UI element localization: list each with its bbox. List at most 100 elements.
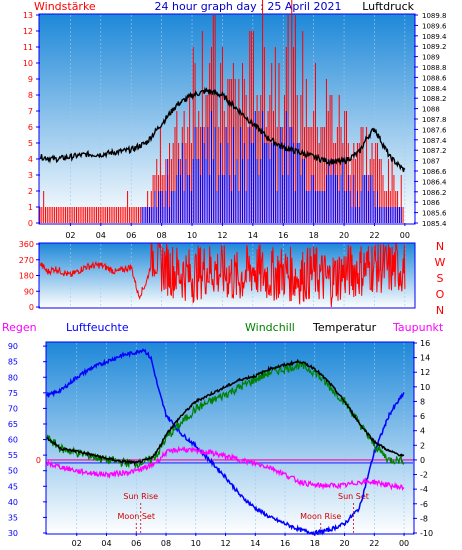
time-tick-label: 22 (369, 231, 379, 240)
pressure-tick-label: 1087.8 (422, 116, 447, 124)
wind-tick-label: 2 (28, 187, 33, 196)
temperature-tick-label: 16 (420, 339, 430, 348)
temperature-tick-label: 6 (420, 412, 425, 421)
wind-tick-label: 11 (23, 43, 33, 52)
temperature-tick-label: 10 (420, 383, 430, 392)
event-label: Moon Rise (300, 512, 341, 521)
pressure-tick-label: 1089 (422, 54, 440, 62)
time-tick-label: 02 (65, 231, 75, 240)
humidity-tick-label: 85 (8, 358, 18, 367)
sun-moon-events: Sun Rise Moon Set Sun Set Moon Rise (118, 492, 369, 533)
pressure-tick-label: 1086 (422, 199, 440, 207)
direction-tick-label: 270 (19, 256, 34, 265)
event-label: Sun Rise (123, 492, 158, 501)
wind-average-series (141, 111, 402, 223)
humidity-series (46, 348, 405, 536)
time-tick-label: 20 (339, 539, 349, 548)
wind-time-axis-ticks: 02 04 06 08 10 12 14 16 18 20 22 00 (65, 223, 410, 240)
pressure-series (39, 86, 406, 172)
humidity-tick-label: 40 (8, 498, 18, 507)
pressure-tick-label: 1089.2 (422, 43, 447, 51)
pressure-tick-label: 1088.4 (422, 85, 447, 93)
direction-axis-ticks: 0 90 180 270 360 (19, 240, 40, 312)
windchill-line (46, 360, 405, 469)
pressure-tick-label: 1087 (422, 158, 440, 166)
pressure-tick-label: 1088.2 (422, 95, 447, 103)
wind-tick-label: 10 (23, 59, 33, 68)
humidity-tick-label: 55 (8, 451, 18, 460)
pressure-axis-ticks: 1085.4 1085.6 1086 1086.2 1086.4 1086.6 1087 10… (414, 12, 447, 228)
wind-tick-label: 3 (28, 171, 33, 180)
humidity-tick-label: 80 (8, 373, 18, 382)
direction-tick-label: 90 (24, 287, 34, 296)
temperature-tick-label: 0 (420, 456, 425, 465)
wind-direction-line (39, 243, 406, 308)
humidity-tick-label: 35 (8, 513, 18, 522)
header-left-title: Windstärke (34, 0, 96, 13)
temperature-tick-label: 14 (420, 354, 430, 363)
event-label: Sun Set (338, 492, 369, 501)
time-tick-label: 02 (72, 539, 82, 548)
humidity-tick-label: 75 (8, 389, 18, 398)
temperature-tick-label: -8 (420, 514, 428, 523)
time-tick-label: 16 (278, 231, 288, 240)
time-tick-label: 08 (161, 539, 171, 548)
event-label: Moon Set (118, 512, 155, 521)
pressure-tick-label: 1088.8 (422, 64, 447, 72)
humidity-tick-label: 90 (8, 342, 18, 351)
wind-tick-label: 4 (28, 155, 33, 164)
temperature-line (46, 358, 405, 466)
time-tick-label: 14 (250, 539, 260, 548)
compass-label: W (435, 256, 446, 269)
time-tick-label: 10 (187, 231, 197, 240)
dewpoint-series (46, 445, 405, 492)
time-tick-label: 00 (399, 539, 409, 548)
temperature-tick-label: 4 (420, 427, 425, 436)
pressure-tick-label: 1086.2 (422, 189, 447, 197)
wind-tick-label: 1 (28, 203, 33, 212)
legend-windchill: Windchill (245, 321, 295, 334)
pressure-tick-label: 1087.4 (422, 137, 447, 145)
temperature-panel-plot-area (45, 341, 415, 535)
pressure-line (39, 86, 406, 172)
pressure-tick-label: 1085.4 (422, 220, 447, 228)
time-tick-label: 20 (339, 231, 349, 240)
temperature-axis-ticks: -10 -8 -6 -4 -2 0 2 4 6 8 10 12 14 16 (413, 339, 433, 538)
legend-taupunkt: Taupunkt (392, 321, 444, 334)
time-tick-label: 16 (280, 539, 290, 548)
humidity-axis-ticks: 30 35 40 45 50 55 60 65 70 75 80 85 90 (8, 342, 47, 538)
time-tick-label: 18 (310, 539, 320, 548)
pressure-tick-label: 1087.2 (422, 147, 447, 155)
wind-tick-label: 13 (23, 11, 33, 20)
wind-tick-label: 7 (28, 107, 33, 116)
temperature-tick-label: -4 (420, 485, 428, 494)
header-center-title: 24 hour graph day : 25 April 2021 (155, 0, 342, 13)
humidity-tick-label: 50 (8, 467, 18, 476)
humidity-line (46, 348, 405, 536)
wind-tick-label: 12 (23, 27, 33, 36)
time-tick-label: 12 (217, 231, 227, 240)
time-tick-label: 06 (131, 539, 141, 548)
time-tick-label: 12 (220, 539, 230, 548)
time-tick-label: 10 (191, 539, 201, 548)
wind-tick-label: 6 (28, 123, 33, 132)
compass-label: N (436, 240, 444, 253)
pressure-tick-label: 1088.6 (422, 74, 447, 82)
time-tick-label: 08 (157, 231, 167, 240)
direction-tick-label: 0 (29, 303, 34, 312)
pressure-tick-label: 1089.8 (422, 12, 447, 20)
compass-label: N (436, 304, 444, 317)
humidity-tick-label: 30 (8, 529, 18, 538)
wind-direction-series (39, 243, 406, 308)
dewpoint-line (46, 445, 405, 492)
humidity-tick-label: 70 (8, 404, 18, 413)
pressure-tick-label: 1087.6 (422, 126, 447, 134)
direction-tick-label: 360 (19, 240, 34, 249)
pressure-tick-label: 1085.6 (422, 210, 447, 218)
wind-tick-label: 9 (28, 75, 33, 84)
temperature-panel: 0 Sun Rise Moon Set Sun Set Moon Rise 30 35 4… (8, 339, 433, 548)
